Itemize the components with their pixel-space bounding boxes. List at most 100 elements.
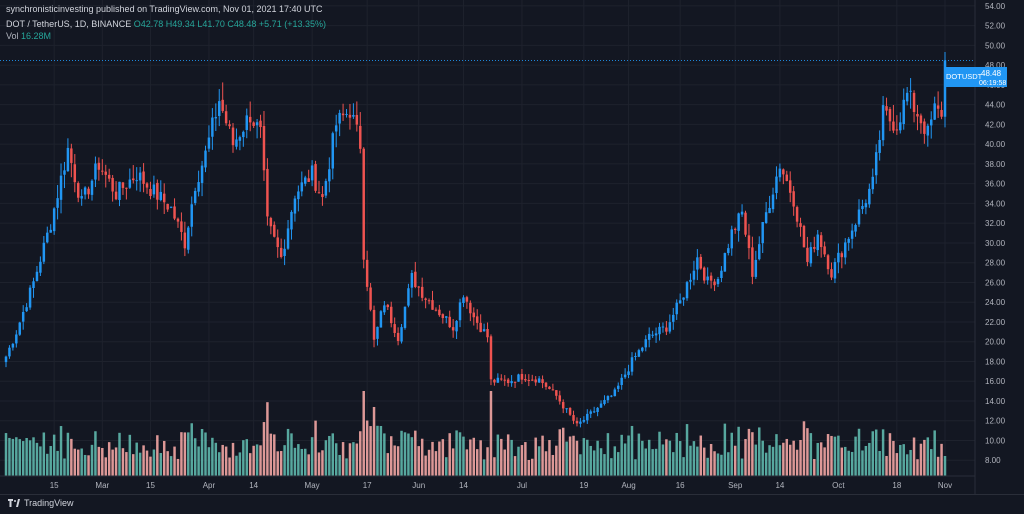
volume-bar — [489, 391, 493, 476]
candle-body — [926, 125, 930, 136]
volume-bar — [933, 430, 936, 476]
candlesticks — [4, 51, 947, 428]
volume-bar — [792, 440, 795, 476]
volume-bar — [830, 435, 833, 476]
candle-body — [912, 92, 916, 112]
volume-bar — [606, 433, 610, 476]
volume-bar — [176, 458, 180, 476]
candle-body — [352, 115, 355, 117]
candle-body — [775, 176, 778, 194]
volume-bar — [410, 437, 414, 476]
candle-body — [159, 191, 163, 201]
candle-body — [596, 407, 599, 412]
candle-body — [407, 288, 410, 306]
candle-body — [273, 224, 276, 237]
volume-bar — [152, 449, 156, 476]
tradingview-logo[interactable]: TradingView — [8, 498, 74, 508]
volume-bar — [455, 430, 458, 476]
volume-bar — [21, 441, 25, 476]
candle-body — [455, 320, 458, 332]
candle-body — [156, 182, 159, 200]
volume-bar — [486, 447, 489, 476]
candle-body — [486, 328, 489, 338]
price-axis: 8.00 10.00 12.00 14.00 16.00 18.00 20.00 22.00 2… — [985, 2, 1006, 465]
candle-body — [173, 206, 176, 219]
volume-bar — [575, 440, 579, 476]
volume-bar — [76, 449, 80, 476]
volume-bar — [138, 452, 142, 476]
price-tag-value-box — [977, 67, 1007, 87]
candle-body — [589, 411, 592, 414]
candle-body — [795, 207, 799, 222]
volume-bar — [644, 448, 647, 476]
candle-body — [840, 253, 844, 258]
volume-bar — [500, 438, 503, 476]
volume-bar — [28, 440, 32, 476]
volume-bar — [224, 446, 228, 476]
volume-bar — [317, 452, 321, 476]
candle-body — [654, 333, 658, 336]
candle-body — [389, 306, 393, 324]
candle-body — [403, 306, 407, 328]
candle-body — [871, 176, 875, 190]
candle-body — [661, 326, 665, 328]
candle-body — [768, 207, 771, 214]
volume-bar — [118, 432, 121, 476]
candle-body — [727, 248, 730, 253]
volume-bar — [823, 447, 826, 476]
volume-bar — [149, 456, 152, 476]
candle-body — [531, 379, 534, 381]
x-tick-label: 15 — [146, 481, 155, 490]
volume-bar — [173, 446, 176, 476]
volume-bar — [926, 437, 930, 476]
volume-bar — [49, 446, 52, 476]
volume-bar — [785, 438, 789, 476]
candle-body — [307, 178, 310, 182]
publisher-line: synchronisticinvesting published on Trad… — [6, 4, 323, 14]
candle-body — [434, 309, 438, 311]
volume-bar — [338, 454, 341, 476]
candle-body — [424, 298, 427, 300]
candle-body — [4, 356, 8, 363]
y-tick-label: 54.00 — [985, 2, 1006, 11]
volume-bar — [101, 447, 104, 476]
candle-body — [207, 137, 211, 149]
volume-bar — [438, 441, 441, 476]
y-tick-label: 22.00 — [985, 318, 1006, 327]
volume-bar — [369, 426, 372, 476]
volume-bar — [923, 439, 926, 476]
volume-bar — [290, 433, 293, 476]
candle-body — [111, 177, 114, 192]
candle-body — [930, 119, 933, 126]
volume-bar — [582, 438, 586, 476]
candle-body — [696, 257, 699, 270]
candle-body — [541, 379, 544, 384]
candle-body — [723, 253, 727, 272]
volume-bar — [159, 452, 163, 476]
volume-bar — [613, 446, 617, 476]
candle-body — [675, 302, 678, 315]
candle-body — [764, 212, 768, 224]
volume-bar — [187, 432, 190, 476]
candle-body — [685, 282, 689, 299]
candle-body — [740, 211, 744, 215]
candle-body — [32, 281, 35, 289]
volume-bar — [293, 447, 297, 476]
volume-bar — [844, 446, 847, 476]
candle-body — [861, 206, 864, 210]
candle-body — [758, 244, 761, 260]
volume-bar — [59, 426, 63, 476]
candle-body — [76, 183, 80, 198]
volume-bar — [417, 446, 420, 476]
candle-body — [445, 316, 448, 318]
candle-body — [417, 286, 420, 288]
candle-body — [231, 127, 235, 146]
price-chart[interactable]: 8.00 10.00 12.00 14.00 16.00 18.00 20.00 22.00 2… — [0, 0, 1024, 494]
volume-bar — [221, 444, 224, 476]
y-tick-label: 50.00 — [985, 41, 1006, 50]
volume-bar — [276, 451, 279, 476]
volume-bar — [544, 451, 548, 476]
candle-body — [572, 415, 575, 421]
volume-bar — [857, 428, 861, 476]
x-tick-label: 18 — [892, 481, 901, 490]
